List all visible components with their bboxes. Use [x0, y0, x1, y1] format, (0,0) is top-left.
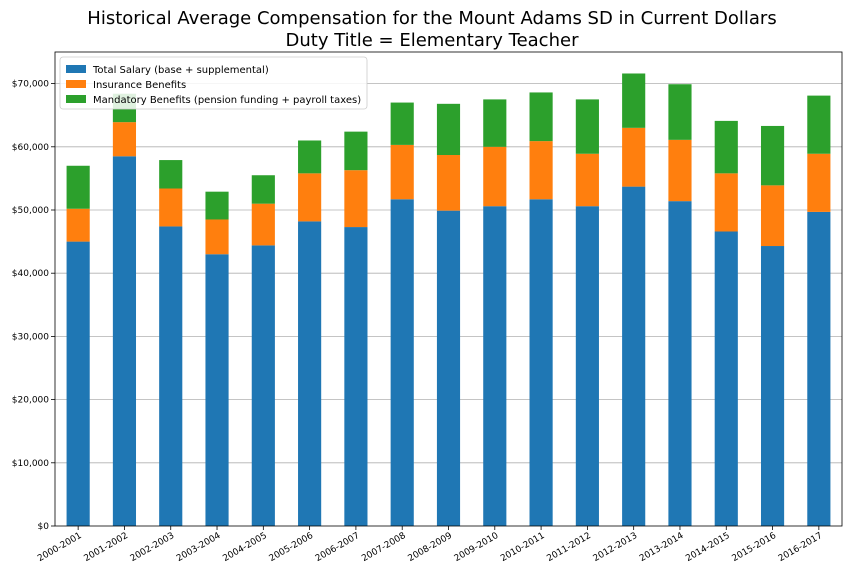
- bar-segment-series-2: [298, 173, 322, 222]
- bar-segment-series-1: [668, 201, 692, 527]
- legend-swatch-series-3: [66, 95, 86, 103]
- bar-segment-series-2: [205, 219, 229, 255]
- bar-segment-series-3: [159, 160, 183, 189]
- x-tick-label: 2010-2011: [499, 531, 546, 564]
- bar-segment-series-1: [483, 206, 507, 526]
- x-tick-label: 2012-2013: [592, 531, 639, 564]
- bar-segment-series-3: [668, 84, 692, 140]
- x-tick-label: 2007-2008: [360, 531, 408, 564]
- x-tick-label: 2001-2002: [82, 531, 129, 564]
- bar-segment-series-1: [807, 211, 831, 526]
- bar-segment-series-3: [807, 95, 831, 154]
- bar-segment-series-2: [112, 122, 137, 157]
- bar-segment-series-3: [622, 73, 646, 128]
- bar-segment-series-3: [760, 125, 785, 186]
- bar-segment-series-1: [622, 186, 646, 526]
- x-tick-label: 2004-2005: [221, 531, 268, 564]
- chart-title-line-2: Duty Title = Elementary Teacher: [285, 30, 579, 51]
- x-tick-label: 2009-2010: [453, 531, 501, 564]
- bar-segment-series-3: [390, 102, 414, 145]
- bar-segment-series-3: [66, 165, 90, 209]
- bar-segment-series-2: [714, 173, 738, 232]
- x-tick-label: 2016-2017: [777, 531, 824, 564]
- bar-segment-series-2: [436, 155, 461, 211]
- y-tick-label: $20,000: [12, 396, 49, 406]
- x-tick-label: 2008-2009: [407, 531, 455, 564]
- plot-frame: [54, 51, 843, 527]
- legend-label-series-3: Mandatory Benefits (pension funding + pa…: [93, 95, 361, 106]
- bar-segment-series-1: [251, 245, 275, 526]
- bar-segment-series-1: [66, 241, 90, 526]
- bar-segment-series-3: [529, 92, 553, 142]
- x-tick-label: 2015-2016: [731, 531, 779, 564]
- y-tick-label: $30,000: [12, 332, 49, 342]
- bar-segment-series-3: [251, 175, 275, 204]
- bar-segment-series-2: [622, 127, 646, 187]
- bar-segment-series-1: [298, 221, 322, 526]
- bar-segment-series-2: [344, 170, 368, 228]
- bar-segment-series-1: [529, 199, 553, 527]
- bar-segment-series-2: [575, 153, 599, 207]
- bar-segment-series-2: [66, 208, 90, 242]
- y-tick-label: $50,000: [12, 206, 49, 216]
- bar-segment-series-3: [483, 99, 507, 147]
- x-tick-label: 2014-2015: [684, 531, 731, 564]
- bar-segment-series-3: [298, 140, 322, 174]
- x-tick-label: 2013-2014: [638, 531, 686, 564]
- x-tick-label: 2002-2003: [129, 531, 176, 564]
- legend-label-series-2: Insurance Benefits: [93, 80, 186, 91]
- bar-segment-series-3: [436, 103, 461, 156]
- bar-segment-series-2: [529, 141, 553, 200]
- bar-segment-series-2: [760, 185, 785, 247]
- y-tick-label: $40,000: [12, 269, 49, 279]
- bar-segment-series-3: [714, 120, 738, 174]
- legend-label-series-1: Total Salary (base + supplemental): [92, 65, 269, 76]
- bar-segment-series-3: [205, 191, 229, 220]
- x-tick-label: 2011-2012: [545, 531, 592, 564]
- bar-segment-series-1: [205, 254, 229, 527]
- bar-segment-series-1: [575, 206, 599, 526]
- chart-title-line-1: Historical Average Compensation for the …: [87, 8, 777, 29]
- bar-segment-series-2: [668, 139, 692, 202]
- x-tick-label: 2006-2007: [314, 531, 361, 564]
- y-tick-label: $0: [38, 522, 50, 532]
- x-tick-label: 2000-2001: [36, 531, 83, 564]
- bar-segment-series-2: [807, 153, 831, 212]
- legend-swatch-series-2: [66, 80, 86, 88]
- bar-segment-series-3: [344, 131, 368, 171]
- legend-box: [59, 56, 368, 110]
- x-tick-label: 2003-2004: [175, 531, 223, 564]
- bar-segment-series-3: [575, 99, 599, 154]
- bar-segment-series-1: [344, 227, 368, 526]
- bar-segment-series-2: [390, 144, 414, 200]
- bar-segment-series-1: [159, 226, 183, 526]
- bar-segment-series-1: [436, 210, 461, 526]
- bar-segment-series-1: [760, 246, 785, 527]
- legend-swatch-series-1: [66, 65, 86, 73]
- bar-segment-series-2: [483, 146, 507, 207]
- y-tick-label: $60,000: [12, 143, 49, 153]
- bar-segment-series-2: [159, 188, 183, 227]
- x-tick-label: 2005-2006: [268, 531, 316, 564]
- y-tick-label: $70,000: [12, 80, 49, 90]
- bar-segment-series-1: [112, 156, 137, 526]
- bar-segment-series-2: [251, 203, 275, 246]
- bar-segment-series-1: [390, 199, 414, 527]
- bar-segment-series-1: [714, 231, 738, 526]
- y-tick-label: $10,000: [12, 459, 49, 469]
